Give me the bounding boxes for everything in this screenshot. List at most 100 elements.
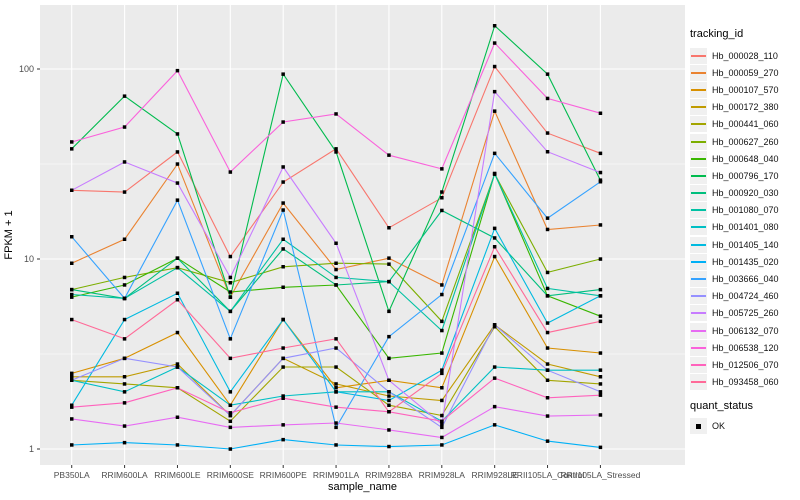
legend-item-Hb_000059_270: Hb_000059_270: [690, 64, 800, 81]
data-point: [598, 382, 603, 386]
data-point: [70, 147, 74, 151]
data-point: [281, 394, 285, 398]
data-point: [122, 382, 127, 386]
data-point: [122, 356, 127, 361]
data-point: [334, 425, 338, 430]
data-point: [175, 198, 180, 202]
data-point: [545, 346, 550, 350]
data-point: [334, 386, 338, 390]
data-point: [228, 411, 233, 415]
data-point: [281, 365, 285, 369]
legend-item-label: Hb_004724_460: [712, 291, 779, 302]
legend-key-swatch: [690, 271, 707, 288]
data-point: [598, 151, 603, 156]
data-point: [545, 330, 550, 335]
data-point: [387, 390, 391, 394]
legend-line-icon: [691, 88, 706, 91]
data-point: [492, 404, 497, 409]
data-point: [492, 64, 497, 69]
data-point: [70, 235, 74, 239]
data-point: [440, 371, 444, 376]
data-point: [175, 291, 180, 295]
data-point: [70, 405, 74, 409]
data-point: [281, 396, 285, 400]
legend-line-icon: [691, 71, 706, 74]
legend-item-label: Hb_001080_070: [712, 205, 779, 216]
data-point: [387, 378, 391, 382]
data-point: [492, 245, 497, 249]
data-point: [387, 279, 391, 284]
legend-title-quant-status: quant_status: [690, 399, 753, 412]
data-point: [440, 435, 444, 440]
data-point: [70, 317, 74, 322]
data-point: [122, 390, 127, 394]
x-tick-label: RRIM928LA: [419, 470, 466, 480]
legend-item-Hb_006538_120: Hb_006538_120: [690, 339, 800, 356]
data-point: [70, 140, 74, 144]
data-point: [281, 237, 285, 241]
legend-key-swatch: [690, 236, 707, 253]
legend-key-swatch: [690, 219, 707, 236]
x-tick-label: RRIM928BA: [365, 470, 413, 480]
legend-item-label: Hb_000627_260: [712, 136, 779, 147]
data-point: [122, 160, 127, 164]
data-point: [387, 334, 391, 339]
data-point: [70, 417, 74, 421]
panel-background: [40, 5, 685, 465]
legend-item-Hb_001401_080: Hb_001401_080: [690, 219, 800, 236]
data-point: [334, 267, 338, 272]
data-point: [281, 423, 285, 427]
data-point: [492, 423, 497, 427]
data-point: [228, 290, 233, 294]
x-tick-label: RRIM928LE: [472, 470, 519, 480]
data-point: [228, 170, 233, 174]
data-point: [122, 94, 127, 98]
legend-key-swatch: [690, 202, 707, 219]
legend: tracking_id Hb_000028_110 Hb_000059_270 Hb…: [690, 28, 800, 435]
x-tick-label: RRII105LA_Control: [511, 470, 585, 480]
data-point: [281, 180, 285, 184]
legend-line-icon: [691, 363, 706, 366]
legend-item-Hb_000441_060: Hb_000441_060: [690, 116, 800, 133]
legend-item-list: Hb_000028_110 Hb_000059_270 Hb_000107_570 H…: [690, 47, 800, 391]
data-point: [598, 170, 603, 175]
data-point: [545, 294, 550, 298]
data-point: [228, 309, 233, 314]
data-point: [387, 153, 391, 157]
data-point: [334, 112, 338, 116]
data-point: [598, 294, 603, 298]
data-point: [70, 371, 74, 376]
data-point: [70, 375, 74, 379]
data-point: [281, 208, 285, 212]
legend-line-icon: [691, 329, 706, 332]
data-point: [334, 405, 338, 409]
data-point: [387, 262, 391, 266]
legend-key-swatch: [690, 167, 707, 184]
legend-key-swatch: [690, 305, 707, 322]
legend-line-icon: [691, 209, 706, 212]
data-point: [492, 226, 497, 231]
data-point: [281, 120, 285, 124]
legend-line-icon: [691, 106, 706, 109]
data-point: [175, 162, 180, 166]
legend-item-Hb_000796_170: Hb_000796_170: [690, 167, 800, 184]
legend-line-icon: [691, 157, 706, 160]
data-point: [281, 165, 285, 169]
data-point: [334, 390, 338, 394]
data-point: [334, 382, 338, 386]
data-point: [545, 368, 550, 372]
legend-item-label: Hb_001435_020: [712, 256, 779, 267]
data-point: [334, 150, 338, 154]
legend-line-icon: [691, 192, 706, 195]
data-point: [440, 167, 444, 171]
legend-item-label: Hb_005725_260: [712, 308, 779, 319]
data-point: [440, 283, 444, 287]
data-point: [545, 396, 550, 400]
data-point: [175, 150, 180, 154]
data-point: [598, 180, 603, 184]
data-point: [70, 188, 74, 192]
legend-line-icon: [691, 123, 706, 126]
data-point: [387, 356, 391, 361]
data-point: [598, 287, 603, 292]
